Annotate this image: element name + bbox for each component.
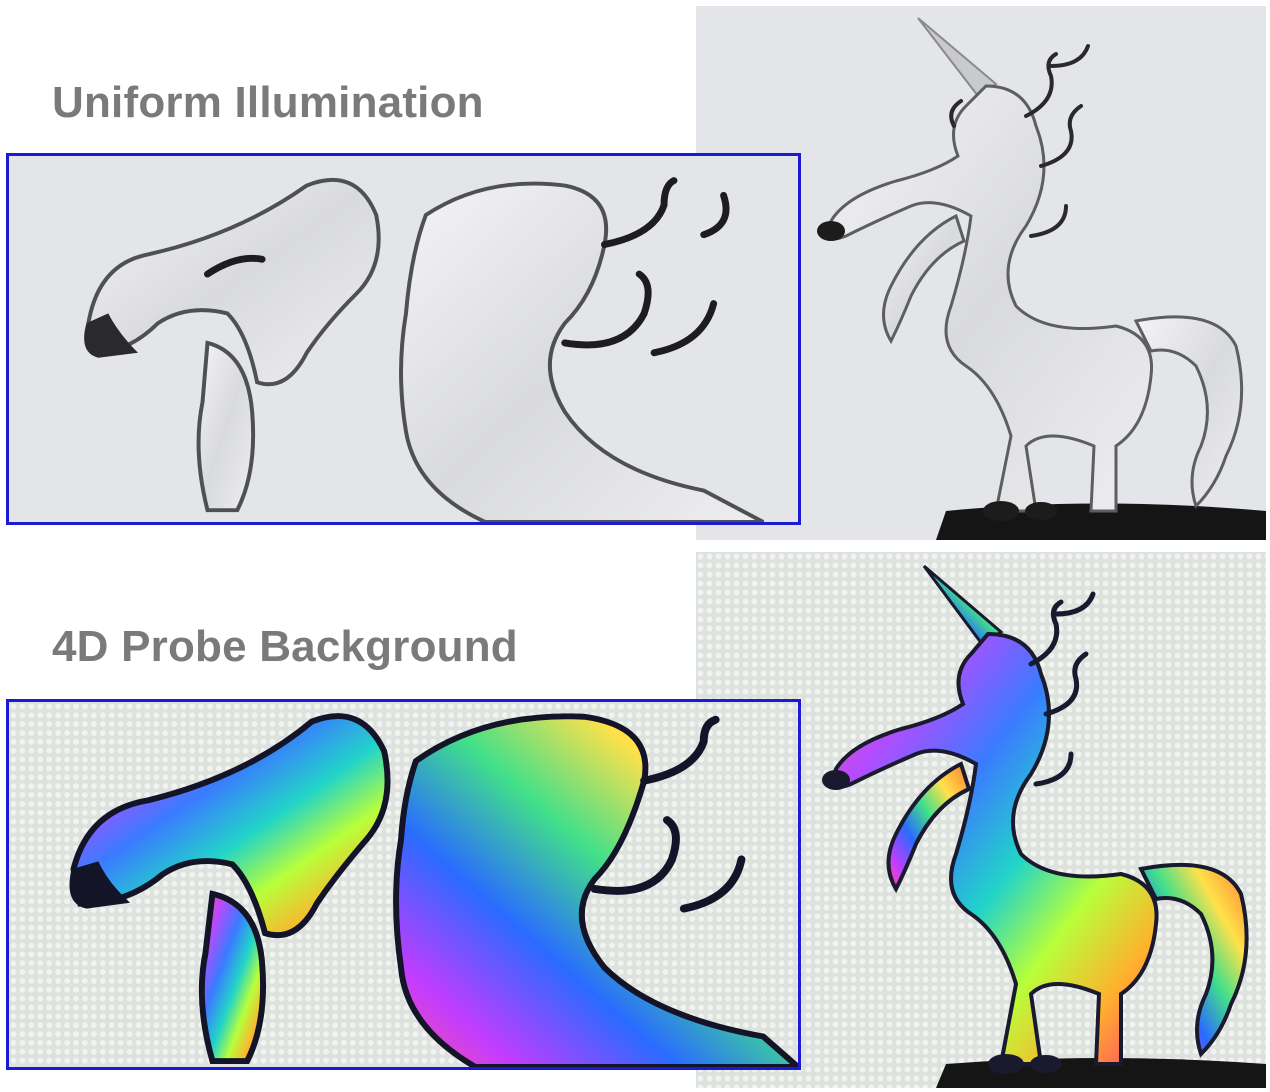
uniform-inset-photo xyxy=(6,153,801,525)
unicorn-grey-detail-image xyxy=(9,156,798,522)
unicorn-rainbow-detail-image xyxy=(9,702,798,1067)
probe-inset-photo xyxy=(6,699,801,1070)
unicorn-grey-image xyxy=(696,6,1266,540)
uniform-illumination-label: Uniform Illumination xyxy=(52,78,484,127)
probe-background-label: 4D Probe Background xyxy=(52,622,518,671)
uniform-full-photo xyxy=(696,6,1266,540)
